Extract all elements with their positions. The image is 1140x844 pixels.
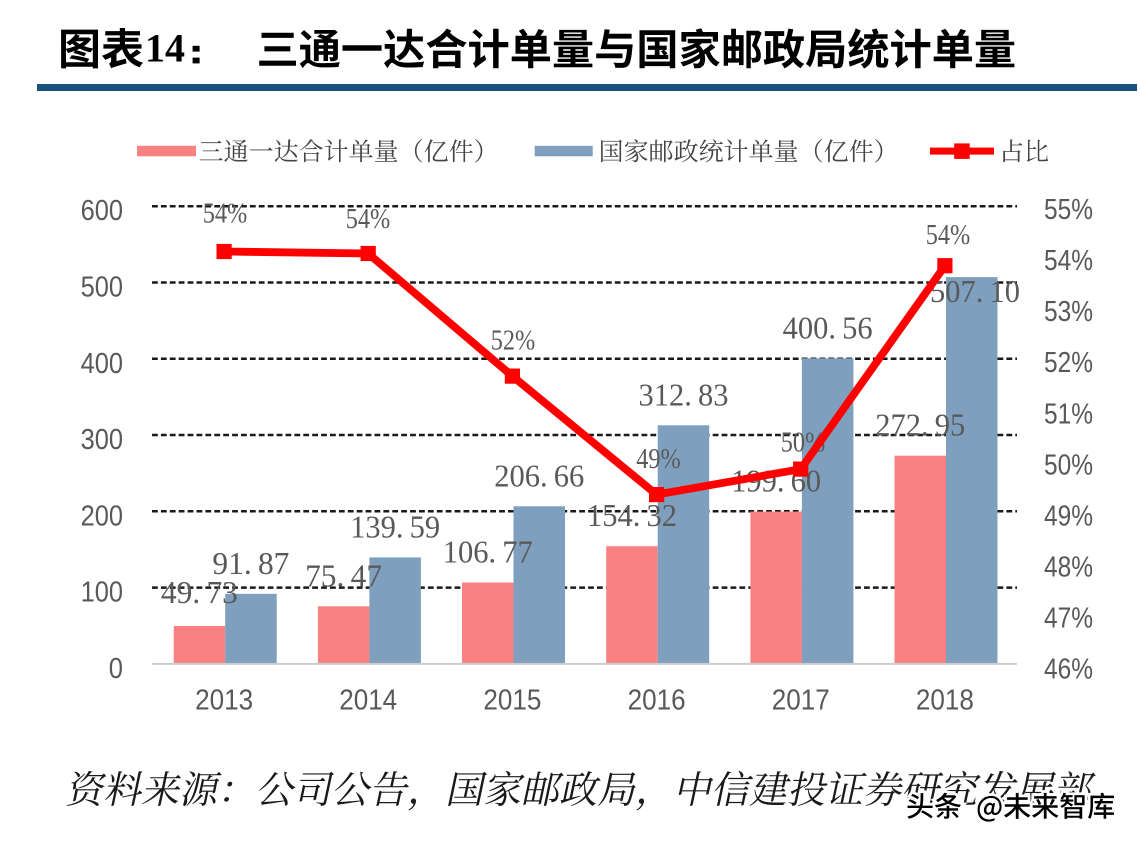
svg-text:52%: 52% bbox=[491, 325, 536, 357]
svg-text:2014: 2014 bbox=[339, 685, 397, 717]
svg-text:53%: 53% bbox=[1044, 296, 1093, 328]
svg-text:206. 66: 206. 66 bbox=[494, 457, 584, 493]
svg-text:54%: 54% bbox=[203, 198, 248, 230]
svg-text:47%: 47% bbox=[1044, 603, 1093, 635]
svg-text:49%: 49% bbox=[636, 443, 681, 475]
svg-text:200: 200 bbox=[81, 500, 123, 532]
svg-text:2015: 2015 bbox=[483, 685, 541, 717]
svg-text:400: 400 bbox=[81, 348, 123, 380]
svg-text:54%: 54% bbox=[926, 219, 971, 251]
svg-text:51%: 51% bbox=[1044, 398, 1093, 430]
svg-text:48%: 48% bbox=[1044, 551, 1093, 583]
svg-text:106. 77: 106. 77 bbox=[443, 534, 533, 570]
svg-text:55%: 55% bbox=[1044, 194, 1093, 226]
svg-text:49%: 49% bbox=[1044, 500, 1093, 532]
svg-text:154. 32: 154. 32 bbox=[587, 497, 677, 533]
svg-text:0: 0 bbox=[109, 653, 123, 685]
svg-text:100: 100 bbox=[81, 577, 123, 609]
svg-text:2013: 2013 bbox=[195, 685, 253, 717]
svg-text:46%: 46% bbox=[1044, 654, 1093, 686]
svg-text:312. 83: 312. 83 bbox=[639, 376, 729, 412]
svg-text:91. 87: 91. 87 bbox=[212, 545, 289, 581]
svg-text:600: 600 bbox=[81, 195, 123, 227]
svg-text:50%: 50% bbox=[1044, 449, 1093, 481]
svg-text:300: 300 bbox=[81, 424, 123, 456]
svg-text:2016: 2016 bbox=[628, 685, 686, 717]
svg-text:54%: 54% bbox=[1044, 245, 1093, 277]
svg-text:507. 10: 507. 10 bbox=[930, 273, 1020, 309]
svg-text:139. 59: 139. 59 bbox=[350, 508, 440, 544]
svg-text:2017: 2017 bbox=[772, 685, 830, 717]
svg-text:54%: 54% bbox=[346, 203, 391, 235]
svg-text:2018: 2018 bbox=[916, 685, 974, 717]
svg-text:272. 95: 272. 95 bbox=[875, 407, 965, 443]
svg-text:400. 56: 400. 56 bbox=[783, 309, 873, 345]
svg-text:500: 500 bbox=[81, 272, 123, 304]
svg-text:49. 73: 49. 73 bbox=[161, 574, 238, 610]
svg-text:14: 14 bbox=[145, 26, 185, 71]
svg-text:52%: 52% bbox=[1044, 347, 1093, 379]
svg-text:75. 47: 75. 47 bbox=[305, 557, 382, 593]
